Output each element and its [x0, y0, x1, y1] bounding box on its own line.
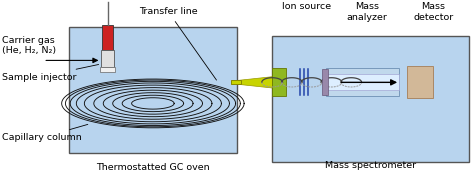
Text: Thermostatted GC oven: Thermostatted GC oven	[96, 163, 210, 172]
Text: Mass
analyzer: Mass analyzer	[346, 2, 387, 22]
Polygon shape	[236, 76, 282, 89]
Text: Ion source: Ion source	[283, 2, 331, 12]
Text: Capillary column: Capillary column	[1, 124, 88, 142]
Bar	[322, 69, 328, 95]
Bar	[407, 66, 433, 98]
Bar	[231, 80, 241, 84]
Bar	[102, 25, 113, 50]
Bar	[101, 50, 114, 67]
Text: Mass spectrometer: Mass spectrometer	[325, 161, 416, 170]
Bar	[69, 27, 237, 153]
Bar	[326, 74, 399, 90]
Bar	[326, 68, 399, 96]
Text: Sample injector: Sample injector	[1, 64, 99, 82]
Bar	[100, 67, 115, 72]
Text: Transfer line: Transfer line	[139, 7, 217, 80]
Bar	[273, 68, 286, 96]
Text: Carrier gas
(He, H₂, N₂): Carrier gas (He, H₂, N₂)	[1, 36, 56, 55]
Text: Mass
detector: Mass detector	[413, 2, 453, 22]
Bar	[273, 36, 469, 162]
